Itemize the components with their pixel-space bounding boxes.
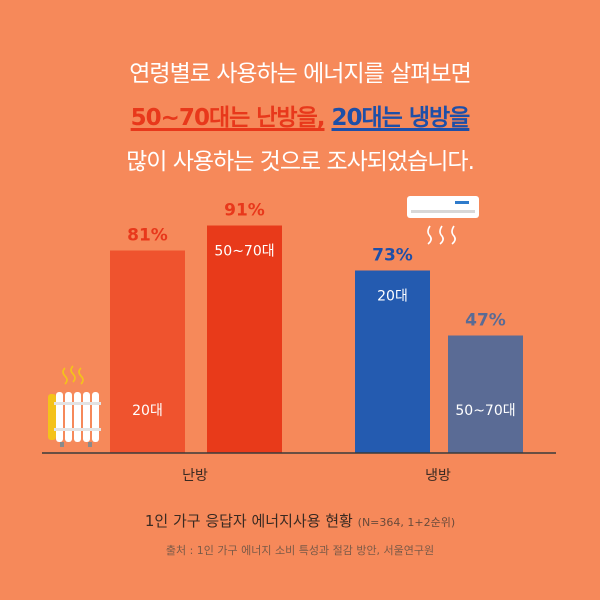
bars-layer: 81% 20대 91% 50~70대 73% 20대 47% 50~70대 (110, 201, 523, 453)
headline-line-3: 많이 사용하는 것으로 조사되었습니다. (126, 149, 475, 175)
bar-cooling-20s-age-label: 20대 (377, 289, 408, 305)
airflow-icon (427, 225, 456, 245)
bar-cooling-50-70s (448, 335, 523, 453)
headline-line-1: 연령별로 사용하는 에너지를 살펴보면 (129, 61, 472, 87)
headline: 연령별로 사용하는 에너지를 살펴보면 50~70대는 난방을, 20대는 냉방… (0, 52, 600, 184)
bar-heating-20s-value-label: 81% (127, 226, 168, 246)
bar-cooling-50-70s-value-label: 47% (465, 311, 506, 331)
headline-cooling-phrase: 20대는 냉방을 (331, 105, 471, 131)
chart-title-text: 1인 가구 응답자 에너지사용 현황 (144, 512, 353, 530)
headline-heating-phrase: 50~70대는 난방을, (130, 105, 326, 131)
bar-heating-20s (110, 250, 185, 453)
chart-note: (N=364, 1+2순위) (357, 516, 456, 529)
bar-chart: 81% 20대 91% 50~70대 73% 20대 47% 50~70대 난방 냉방 (42, 196, 556, 484)
bar-cooling-20s (355, 270, 430, 453)
bar-heating-50-70s-value-label: 91% (224, 201, 265, 221)
bar-heating-50-70s-age-label: 50~70대 (214, 244, 274, 260)
air-conditioner-icon (407, 196, 479, 218)
bar-heating-50-70s (207, 225, 282, 453)
bar-cooling-50-70s-age-label: 50~70대 (455, 403, 515, 419)
heat-waves-icon (62, 365, 84, 385)
heater-icon (48, 392, 101, 447)
headline-line-2: 50~70대는 난방을, 20대는 냉방을 (0, 96, 600, 140)
bar-cooling-20s-value-label: 73% (372, 246, 413, 266)
category-label-cooling: 냉방 (425, 468, 451, 484)
category-label-heating: 난방 (182, 468, 208, 484)
chart-source: 출처 : 1인 가구 에너지 소비 특성과 절감 방안, 서울연구원 (165, 544, 435, 557)
headline-space (325, 105, 332, 131)
chart-title: 1인 가구 응답자 에너지사용 현황 (N=364, 1+2순위) (0, 510, 600, 531)
bar-heating-20s-age-label: 20대 (132, 403, 163, 419)
